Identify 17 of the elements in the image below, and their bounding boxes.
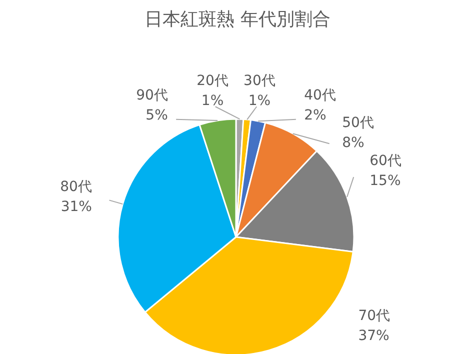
slice-label: 90代 xyxy=(136,87,168,104)
data-label: 1% xyxy=(248,92,271,109)
slice-label: 50代 xyxy=(342,114,374,131)
data-label: 31% xyxy=(60,199,92,216)
data-label: 5% xyxy=(146,107,168,124)
slice-label: 60代 xyxy=(370,152,402,169)
data-label: 1% xyxy=(201,92,224,109)
slice-label: 80代 xyxy=(60,179,92,196)
slice-label: 40代 xyxy=(304,87,336,104)
slice-label: 20代 xyxy=(196,72,228,89)
data-label: 8% xyxy=(342,134,364,151)
slice-label: 30代 xyxy=(244,72,276,89)
slice-label: 70代 xyxy=(358,308,390,324)
data-label: 37% xyxy=(358,328,390,344)
data-label: 15% xyxy=(370,172,401,189)
chart-title: 日本紅斑熱 年代別割合 xyxy=(144,9,330,30)
data-label: 2% xyxy=(304,107,326,124)
